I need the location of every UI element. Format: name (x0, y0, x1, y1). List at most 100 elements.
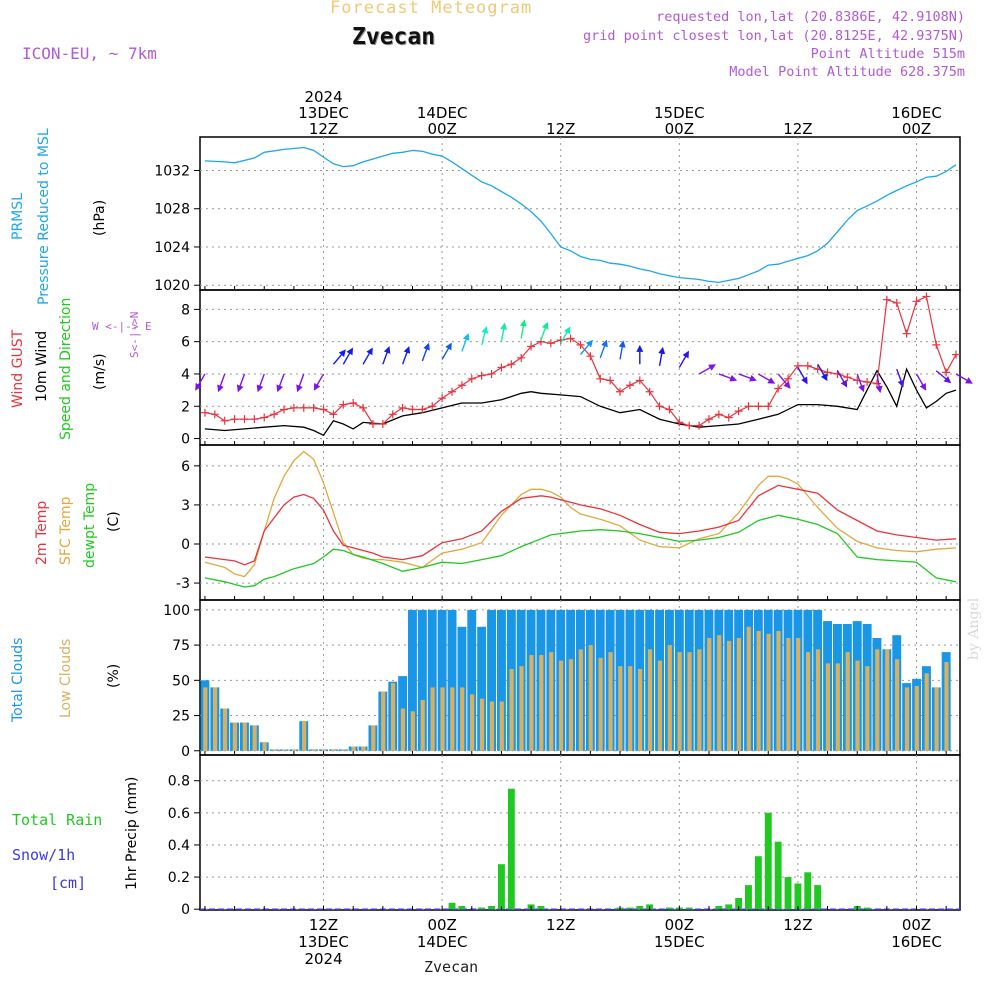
wind10-line (204, 367, 957, 437)
low-cloud-bar (924, 673, 929, 751)
low-cloud-bar (934, 687, 939, 751)
gust-marker (487, 369, 496, 378)
wind-arrow (738, 373, 757, 382)
wind-arrow (382, 346, 391, 365)
rain-bar (448, 902, 456, 910)
low-cloud-bar (479, 698, 485, 751)
ytick-label: 100 (163, 603, 190, 619)
wind-arrow (540, 321, 549, 341)
wind-arrow (618, 340, 626, 360)
top-time-label: 16DEC (891, 104, 942, 122)
prmsl-unit-label: (hPa) (92, 200, 108, 236)
gust-marker (378, 420, 387, 429)
top-time-label: 2024 (304, 88, 342, 106)
wind-arrow (896, 368, 905, 388)
bottom-time-label: 13DEC (298, 933, 349, 951)
low-cloud-bar (282, 749, 287, 751)
low-cloud-bar (390, 683, 396, 751)
top-time-label: 00Z (427, 120, 456, 138)
bottom-time-label: 12Z (546, 916, 575, 934)
low-cloud-bar (904, 687, 910, 751)
tcc-label: Total Clouds (10, 638, 26, 723)
low-cloud-bar (539, 655, 544, 751)
rain-bar (804, 872, 812, 910)
ytick-label: 0 (181, 537, 190, 553)
gust-marker (497, 363, 506, 372)
top-time-label: 00Z (902, 120, 931, 138)
gust-marker (724, 413, 733, 422)
low-cloud-bar (885, 649, 890, 751)
low-cloud-bar (341, 749, 346, 751)
low-cloud-bar (203, 687, 208, 751)
total-cloud-bar (467, 609, 477, 751)
rain-bar (498, 864, 505, 910)
total-cloud-bar (437, 609, 447, 751)
bottom-time-label: 14DEC (417, 933, 468, 951)
gust-marker (635, 376, 644, 385)
low-cloud-bar (776, 631, 781, 751)
low-cloud-bar (558, 660, 564, 751)
gust-marker (309, 403, 318, 412)
gust-marker (714, 410, 723, 419)
gust-marker (882, 295, 891, 304)
rain-bar (784, 877, 792, 910)
rain-bar (626, 907, 634, 910)
gust-label: Wind GUST (10, 329, 26, 408)
low-cloud-bar (272, 749, 277, 751)
gust-marker (912, 297, 921, 306)
gust-marker (744, 402, 753, 411)
prmsl-label: PRMSL (10, 193, 26, 240)
gust-marker (349, 399, 358, 408)
wind-arrow (678, 350, 689, 368)
gust-marker (319, 405, 328, 414)
bottom-time-label: 12Z (783, 916, 812, 934)
gust-marker (625, 381, 634, 390)
low-cloud-bar (657, 660, 662, 751)
total-cloud-bar (427, 609, 437, 751)
wind-arrow (856, 373, 865, 393)
ytick-label: 6 (181, 335, 190, 351)
cloud-unit-label: (%) (106, 664, 122, 688)
rain-bar (745, 885, 752, 910)
tick-labels: 1020 1024 1028 1032 0 2 4 6 8 -3 0 3 6 0 25 50 75 100 0 0.2… (154, 163, 947, 918)
gust-marker (438, 394, 447, 403)
gust-marker (339, 400, 348, 409)
low-cloud-bar (509, 669, 514, 751)
gust-marker (665, 405, 674, 414)
top-time-label: 00Z (665, 120, 694, 138)
low-cloud-bar (361, 746, 366, 751)
gust-marker (230, 415, 239, 424)
gust-marker (902, 329, 911, 338)
gust-marker (546, 339, 555, 348)
low-cloud-bar (252, 725, 257, 751)
rain-bar (794, 883, 802, 910)
gust-marker (507, 360, 516, 369)
total-cloud-bar (417, 609, 427, 751)
rain-bar (774, 841, 782, 910)
low-cloud-bar (232, 722, 237, 751)
gust-marker (596, 374, 605, 383)
wind-arrow (441, 342, 452, 360)
wind-arrow (560, 326, 571, 344)
low-cloud-bar (242, 722, 247, 751)
wind-arrow (480, 326, 489, 346)
ytick-label: 2 (181, 399, 190, 415)
ytick-label: 0 (181, 432, 190, 448)
point-altitude: Point Altitude 515m (810, 46, 965, 62)
rain-bar (814, 885, 822, 910)
rain-bar (478, 907, 486, 910)
low-cloud-bar (262, 742, 267, 751)
low-cloud-bar (460, 687, 465, 751)
total-cloud-bar (408, 609, 417, 751)
low-cloud-bar (331, 749, 336, 751)
gust-marker (418, 405, 427, 414)
wind-arrow (658, 346, 666, 367)
low-cloud-bar (766, 633, 771, 751)
rain-bar (537, 906, 545, 910)
pressure-panel (199, 136, 961, 291)
ytick-label: 0 (181, 744, 190, 760)
gust-marker (448, 387, 457, 396)
total-cloud-bar (447, 609, 457, 751)
t2m-line (204, 484, 957, 566)
gust-marker (250, 415, 259, 424)
